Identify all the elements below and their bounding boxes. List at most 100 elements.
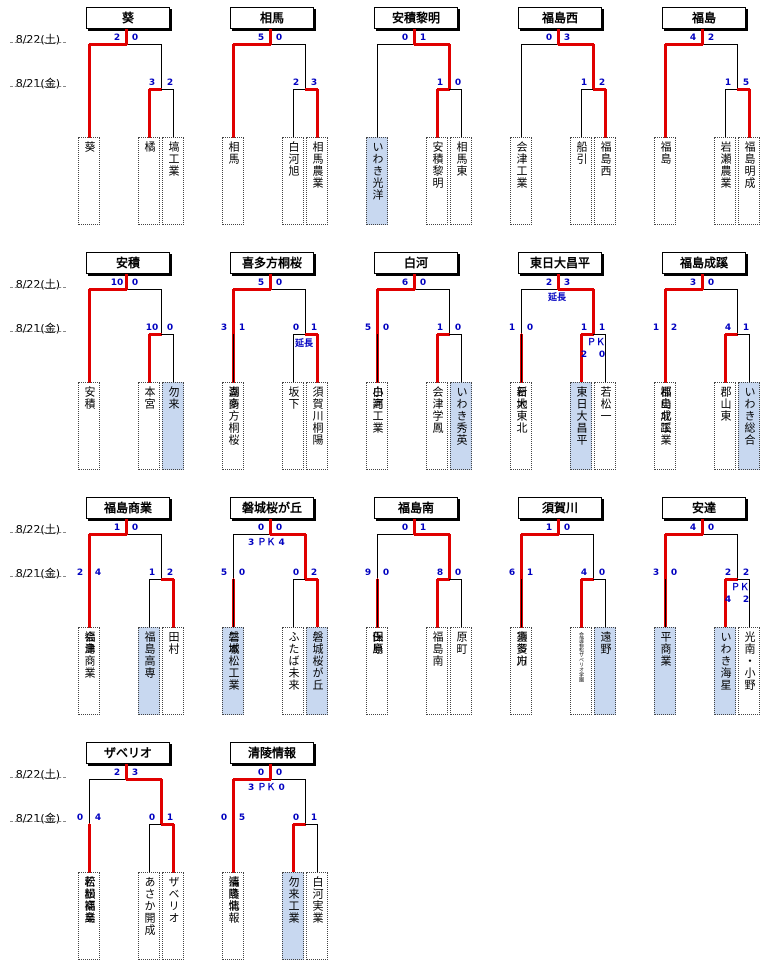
top-connector-left (665, 533, 703, 536)
team-name: 郡山東 (714, 382, 736, 470)
top-connector-right (270, 44, 306, 45)
team-name: 磐城桜が丘 (306, 627, 328, 715)
score-top-right: 0 (707, 278, 715, 288)
top-connector-left (521, 533, 559, 536)
team-name: あさか開成 (138, 872, 160, 960)
team-name: 須賀川桐陽 (306, 382, 328, 470)
pair-stem (449, 289, 450, 335)
bracket-block: 葵 2 0 葵 3 2 橘塙工業 (78, 7, 218, 237)
top-connector-right (414, 289, 450, 290)
team-line-left (725, 89, 726, 138)
score-left: 8 (436, 568, 444, 578)
score-right: 1 (310, 813, 318, 823)
pair-connector-right (305, 824, 318, 825)
top-stem (125, 29, 128, 45)
team-name: 白河実業 (306, 872, 328, 960)
date-label-round2: 8/22(土) (15, 523, 60, 536)
score-left: 1 (148, 568, 156, 578)
team-name: 小高工業 (366, 382, 388, 470)
score-left: 1 (436, 323, 444, 333)
score-right: 1 (238, 323, 246, 333)
team-line-left (293, 579, 294, 628)
team-line-right (233, 579, 234, 628)
date-divider (10, 86, 66, 87)
pair-connector-left (293, 579, 306, 580)
score-right: 1 (166, 813, 174, 823)
team-line-left (148, 334, 151, 383)
team-name: いわき光洋 (366, 137, 388, 225)
score-top-left: 0 (257, 523, 265, 533)
top-connector-right (414, 43, 450, 46)
top-connector-left (233, 778, 271, 781)
date-divider (10, 42, 66, 43)
score-top-right: 0 (275, 768, 283, 778)
team-name: 白河旭 (282, 137, 304, 225)
pair-connector-left (293, 89, 306, 90)
score-left: 5 (364, 323, 372, 333)
pair-connector-right (593, 88, 606, 91)
bracket-block: 安積 10 0 安積 10 0 本宮 勿来 (78, 252, 218, 482)
score-left: 1 (652, 323, 660, 333)
team-line-right (316, 89, 319, 138)
team-name: 会津工業 (510, 137, 532, 225)
team-name: 田村 (162, 627, 184, 715)
top-connector-right (270, 289, 306, 290)
score-right: 2 (166, 568, 174, 578)
score-top-right: 1 (419, 33, 427, 43)
pair-stem (304, 534, 307, 580)
winner-box: 安積 (86, 252, 170, 274)
pair-stem (737, 44, 738, 90)
top-stem (557, 274, 560, 290)
score-right: 2 (310, 568, 318, 578)
score-top-right: 3 (131, 768, 139, 778)
penalty-note: 3 ＰＫ 4 (248, 538, 285, 548)
bracket-block: 白河 6 0 5 0 白河 小高工業 1 0 会津学鳳 いわき秀英 (365, 252, 506, 482)
pair-connector-left (293, 823, 306, 826)
team-name: 相馬東 (450, 137, 472, 225)
top-connector-left (89, 779, 127, 780)
bracket-block: 福島 4 2 福島 1 5 岩瀬農業 福島明成 (654, 7, 768, 237)
team-line-right (749, 334, 750, 383)
team-name: 光南・小野 (738, 627, 760, 715)
penalty-score-right: 0 (598, 350, 606, 360)
team-line-right (377, 579, 378, 628)
team-line-left (724, 579, 727, 628)
top-connector-right (270, 533, 306, 536)
score-left: 2 (76, 568, 84, 578)
score-right: 5 (742, 78, 750, 88)
pair-stem (448, 44, 451, 90)
top-stem (413, 519, 416, 535)
top-stem (269, 29, 272, 45)
score-left: 0 (292, 813, 300, 823)
team-line-right (605, 579, 606, 628)
top-connector-right (558, 43, 594, 46)
top-connector-right (558, 534, 594, 535)
top-connector-left (377, 534, 415, 535)
team-name: 東日大昌平 (570, 382, 592, 470)
pair-connector-left (725, 333, 738, 336)
date-divider (10, 331, 66, 332)
team-line (377, 44, 378, 138)
top-connector-left (233, 43, 271, 46)
pair-connector-right (449, 579, 462, 580)
pair-connector-left (149, 88, 162, 91)
pair-stem (232, 289, 235, 335)
team-name: いわき総合 (738, 382, 760, 470)
pair-connector-left (581, 89, 594, 90)
winner-box: 白河 (374, 252, 458, 274)
score-right: 4 (94, 813, 102, 823)
score-right: 1 (598, 323, 606, 333)
pair-connector-right (449, 89, 462, 90)
pair-connector-left (437, 88, 450, 91)
top-stem (269, 274, 272, 290)
top-connector-left (665, 43, 703, 46)
score-right: 0 (454, 323, 462, 333)
score-left: 0 (292, 568, 300, 578)
pair-connector-right (161, 334, 174, 335)
score-right: 0 (166, 323, 174, 333)
pair-connector-right (449, 334, 462, 335)
top-connector-right (270, 779, 306, 780)
score-right: 5 (238, 813, 246, 823)
bracket-block: 須賀川 1 0 6 1 須賀川 喜多方 4 0 会津若松ザベリオ学園 遠野 (509, 497, 650, 727)
team-line-right (316, 579, 319, 628)
